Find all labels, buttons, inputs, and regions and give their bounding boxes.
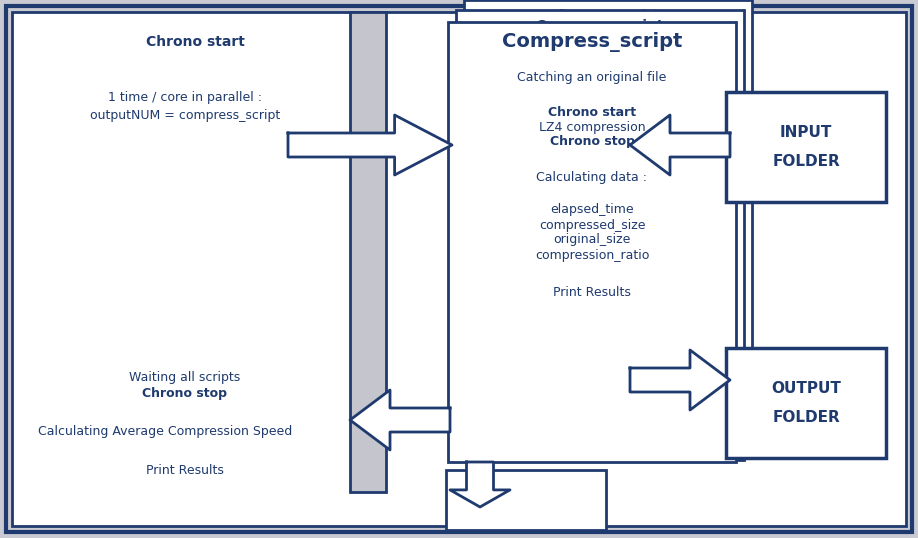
Text: Chrono start: Chrono start <box>548 105 636 118</box>
Text: Compress_script: Compress_script <box>556 9 659 19</box>
Polygon shape <box>630 350 730 410</box>
Text: Chrono stop: Chrono stop <box>142 387 228 400</box>
Text: compression_ratio: compression_ratio <box>535 249 649 261</box>
FancyBboxPatch shape <box>726 92 886 202</box>
FancyBboxPatch shape <box>726 348 886 458</box>
Text: 1 time / core in parallel :: 1 time / core in parallel : <box>108 91 262 104</box>
Text: Compress_script: Compress_script <box>502 32 682 52</box>
FancyBboxPatch shape <box>12 12 906 526</box>
FancyBboxPatch shape <box>446 470 606 530</box>
Text: Print Results: Print Results <box>553 286 631 299</box>
Text: Compress_script: Compress_script <box>536 19 665 33</box>
Text: Chrono stop: Chrono stop <box>550 136 634 148</box>
Text: Catching an original file: Catching an original file <box>518 70 666 83</box>
Polygon shape <box>350 390 450 450</box>
Text: Print Results: Print Results <box>146 464 224 477</box>
Text: Calculating data :: Calculating data : <box>536 171 647 183</box>
FancyBboxPatch shape <box>448 22 736 462</box>
Text: elapsed_time: elapsed_time <box>550 203 633 216</box>
Polygon shape <box>450 462 510 507</box>
Text: LZ4 compression: LZ4 compression <box>539 121 645 133</box>
Text: original_size: original_size <box>554 233 631 246</box>
Text: outputNUM = compress_script: outputNUM = compress_script <box>90 109 280 122</box>
Text: FOLDER: FOLDER <box>772 154 840 169</box>
Polygon shape <box>630 115 730 175</box>
Text: Chrono start: Chrono start <box>146 35 244 49</box>
FancyBboxPatch shape <box>456 10 744 460</box>
FancyBboxPatch shape <box>464 0 752 450</box>
Text: Calculating Average Compression Speed: Calculating Average Compression Speed <box>38 426 292 438</box>
Text: OUTPUT: OUTPUT <box>771 381 841 396</box>
Text: INPUT: INPUT <box>779 125 833 140</box>
FancyBboxPatch shape <box>6 6 912 532</box>
Polygon shape <box>288 115 452 175</box>
Text: compressed_size: compressed_size <box>539 218 645 231</box>
Text: Waiting all scripts: Waiting all scripts <box>129 372 241 385</box>
FancyBboxPatch shape <box>350 12 386 492</box>
Text: FOLDER: FOLDER <box>772 410 840 425</box>
